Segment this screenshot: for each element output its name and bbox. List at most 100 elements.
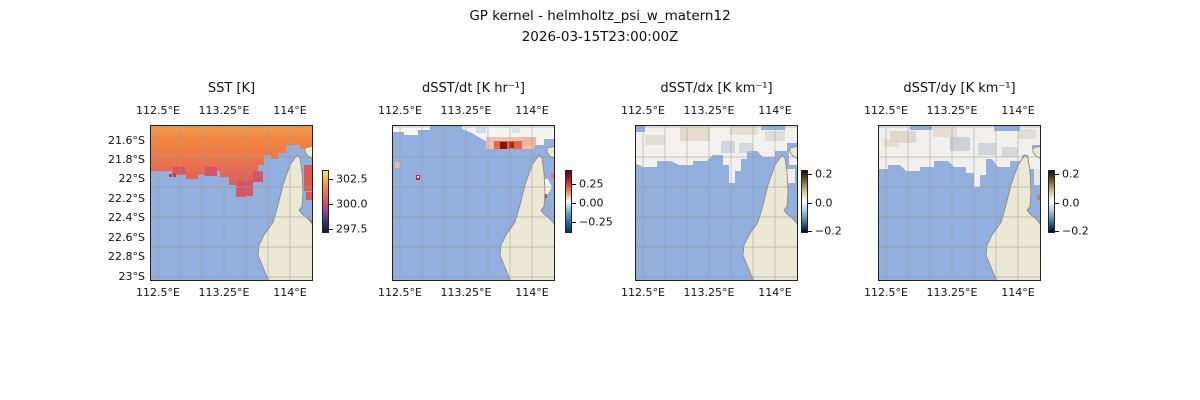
colorbar-dsst-dx: 0.2 0.0 −0.2 bbox=[801, 168, 842, 238]
panel-dsst-dt-xticks-top: 112.5°E 113.25°E 114°E bbox=[378, 104, 555, 118]
map-dsst-dy-canvas bbox=[878, 125, 1042, 282]
panel-dsst-dy-xticks-top: 112.5°E 113.25°E 114°E bbox=[864, 104, 1041, 118]
panel-dsst-dt: dSST/dt [K hr⁻¹] 112.5°E 113.25°E 114°E bbox=[378, 0, 613, 400]
colorbar-tick-label: 297.5 bbox=[336, 222, 368, 236]
colorbar-tickmark bbox=[1055, 231, 1059, 233]
colorbar-tickmark bbox=[329, 204, 333, 206]
ytick-label: 21.6°S bbox=[108, 134, 145, 147]
xtick-label: 114°E bbox=[515, 104, 549, 117]
gridlines bbox=[150, 125, 313, 281]
colorbar-tick-label: 0.0 bbox=[815, 196, 833, 210]
ytick-label: 23°S bbox=[118, 270, 145, 283]
land-island bbox=[304, 145, 314, 160]
xtick-label: 113.25°E bbox=[440, 286, 492, 299]
colorbar-tick-label: 0.2 bbox=[1062, 167, 1080, 181]
axes-border bbox=[635, 125, 798, 281]
xtick-label: 112.5°E bbox=[864, 286, 908, 299]
ytick-label: 22.6°S bbox=[108, 231, 145, 244]
colorbar-tickmark bbox=[1055, 203, 1059, 205]
dy-white-cape-east bbox=[1034, 169, 1041, 185]
colorbar-dsst-dy: 0.2 0.0 −0.2 bbox=[1048, 168, 1089, 238]
sst-warm-cells bbox=[173, 167, 263, 196]
xtick-label: 112.5°E bbox=[378, 104, 422, 117]
map-dsst-dt-canvas bbox=[392, 125, 556, 282]
map-dsst-dx bbox=[635, 125, 799, 282]
colorbar-tickmark bbox=[808, 203, 812, 205]
xtick-label: 112.5°E bbox=[864, 104, 908, 117]
xtick-label: 114°E bbox=[1001, 286, 1035, 299]
colorbar-tick-label: 300.0 bbox=[336, 197, 368, 211]
panel-sst: SST [K] 112.5°E 113.25°E 114°E 21.6°S 21… bbox=[108, 0, 367, 400]
dt-white-field-left bbox=[392, 125, 430, 135]
dx-white-cape bbox=[789, 151, 798, 165]
axes-border bbox=[878, 125, 1041, 281]
xtick-label: 114°E bbox=[515, 286, 549, 299]
colorbar-tickmark bbox=[329, 179, 333, 181]
panel-dsst-dx: dSST/dx [K km⁻¹] 112.5°E 113.25°E 114°E bbox=[621, 0, 842, 400]
land-island bbox=[546, 145, 556, 160]
colorbar-tick-label: −0.25 bbox=[579, 215, 613, 229]
xtick-label: 113.25°E bbox=[926, 104, 978, 117]
panel-dsst-dt-title: dSST/dt [K hr⁻¹] bbox=[421, 81, 526, 96]
colorbar-tick-label: −0.2 bbox=[815, 224, 842, 238]
panel-sst-xticks-top: 112.5°E 113.25°E 114°E bbox=[136, 104, 313, 118]
sst-top-row bbox=[150, 125, 313, 135]
colorbar-tickmark bbox=[572, 203, 576, 205]
colorbar-tickmark bbox=[329, 229, 333, 231]
sst-warm-field bbox=[150, 125, 313, 197]
xtick-label: 113.25°E bbox=[198, 104, 250, 117]
xtick-label: 114°E bbox=[758, 104, 792, 117]
map-sst bbox=[150, 125, 314, 282]
xtick-label: 112.5°E bbox=[621, 286, 665, 299]
panel-sst-title: SST [K] bbox=[207, 81, 256, 96]
colorbar-tickmark bbox=[808, 231, 812, 233]
colorbar-tick-label: 0.0 bbox=[1062, 196, 1080, 210]
map-dsst-dt bbox=[392, 125, 556, 282]
panel-dsst-dx-xticks-bottom: 112.5°E 113.25°E 114°E bbox=[621, 286, 798, 300]
map-dsst-dy bbox=[878, 125, 1042, 282]
panel-dsst-dy-title: dSST/dy [K km⁻¹] bbox=[903, 81, 1016, 96]
map-dsst-dx-canvas bbox=[635, 125, 799, 282]
ytick-label: 22.8°S bbox=[108, 250, 145, 263]
xtick-label: 114°E bbox=[758, 286, 792, 299]
colorbar-tickmark bbox=[572, 222, 576, 224]
land-island bbox=[1032, 145, 1042, 160]
xtick-label: 113.25°E bbox=[198, 286, 250, 299]
xtick-label: 112.5°E bbox=[378, 286, 422, 299]
colorbar-dsst-dt: 0.25 0.00 −0.25 bbox=[565, 170, 613, 233]
figure-subtitle: 2026-03-15T23:00:00Z bbox=[521, 29, 679, 45]
gridlines bbox=[635, 125, 798, 281]
colorbar-tick-label: 302.5 bbox=[336, 172, 368, 186]
land-island bbox=[789, 145, 799, 160]
panel-dsst-dx-xticks-top: 112.5°E 113.25°E 114°E bbox=[621, 104, 798, 118]
gridlines bbox=[392, 125, 555, 281]
dy-tan-speck bbox=[1037, 195, 1041, 200]
map-sst-canvas bbox=[150, 125, 314, 282]
panel-dsst-dx-title: dSST/dx [K km⁻¹] bbox=[660, 81, 773, 96]
ytick-label: 22.4°S bbox=[108, 211, 145, 224]
axes-border bbox=[150, 125, 313, 281]
xtick-label: 113.25°E bbox=[926, 286, 978, 299]
gridlines bbox=[878, 125, 1041, 281]
colorbar-tickmark bbox=[808, 174, 812, 176]
colorbar-tick-label: −0.2 bbox=[1062, 224, 1089, 238]
xtick-label: 112.5°E bbox=[621, 104, 665, 117]
xtick-label: 114°E bbox=[273, 286, 307, 299]
colorbar-tick-label: 0.25 bbox=[579, 177, 604, 191]
xtick-label: 113.25°E bbox=[440, 104, 492, 117]
dx-white-band bbox=[635, 125, 798, 183]
colorbar-sst: 302.5 300.0 297.5 bbox=[322, 170, 368, 236]
xtick-label: 114°E bbox=[273, 104, 307, 117]
colorbar-tick-label: 0.00 bbox=[579, 196, 604, 210]
dy-white-band bbox=[878, 125, 1041, 187]
ytick-label: 21.8°S bbox=[108, 153, 145, 166]
panel-dsst-dt-xticks-bottom: 112.5°E 113.25°E 114°E bbox=[378, 286, 555, 300]
ytick-label: 22.2°S bbox=[108, 192, 145, 205]
panel-dsst-dy: dSST/dy [K km⁻¹] 112.5°E 113.25°E 114°E bbox=[864, 0, 1089, 400]
ytick-label: 22°S bbox=[118, 172, 145, 185]
xtick-label: 112.5°E bbox=[136, 286, 180, 299]
figure-title: GP kernel - helmholtz_psi_w_matern12 bbox=[469, 8, 731, 24]
colorbar-tickmark bbox=[1055, 174, 1059, 176]
panel-sst-xticks-bottom: 112.5°E 113.25°E 114°E bbox=[136, 286, 313, 300]
